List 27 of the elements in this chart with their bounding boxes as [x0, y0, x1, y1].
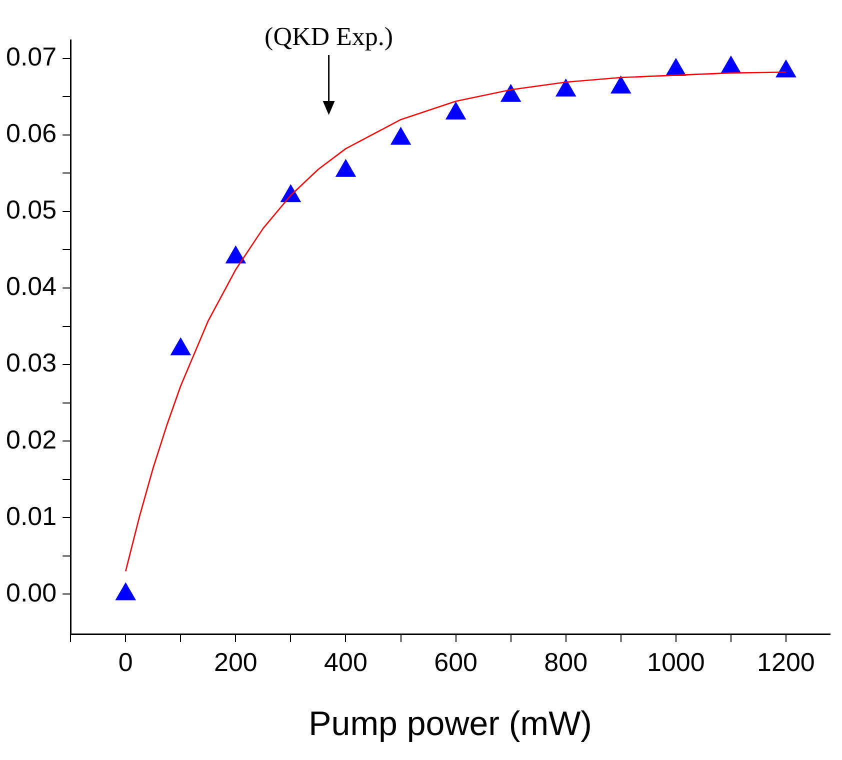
x-tick-label: 400: [324, 646, 368, 677]
x-tick-label: 600: [434, 646, 478, 677]
x-tick-label: 800: [544, 646, 588, 677]
point: [336, 159, 356, 177]
point: [116, 582, 136, 600]
point: [610, 76, 631, 94]
y-tick-label: 0.04: [6, 271, 57, 302]
point: [556, 79, 576, 97]
point: [500, 84, 521, 102]
y-tick-label: 0.00: [6, 577, 57, 608]
x-tick-label: 1200: [757, 646, 815, 677]
x-axis-title: Pump power (mW): [308, 704, 592, 743]
point: [170, 338, 191, 356]
y-tick-label: 0.03: [6, 348, 57, 378]
point: [390, 127, 411, 145]
y-tick-label: 0.01: [6, 500, 57, 531]
x-tick-label: 1000: [647, 646, 705, 677]
y-tick-label: 0.05: [6, 194, 57, 225]
y-tick-label: 0.06: [6, 118, 57, 148]
point: [446, 102, 466, 120]
y-tick-label: 0.02: [6, 424, 57, 454]
x-tick-label: 0: [118, 646, 133, 677]
point: [776, 60, 796, 78]
point: [226, 246, 246, 264]
annotation: (QKD Exp.): [264, 22, 394, 51]
x-tick-label: 200: [214, 646, 258, 677]
y-tick-label: 0.07: [6, 42, 57, 72]
